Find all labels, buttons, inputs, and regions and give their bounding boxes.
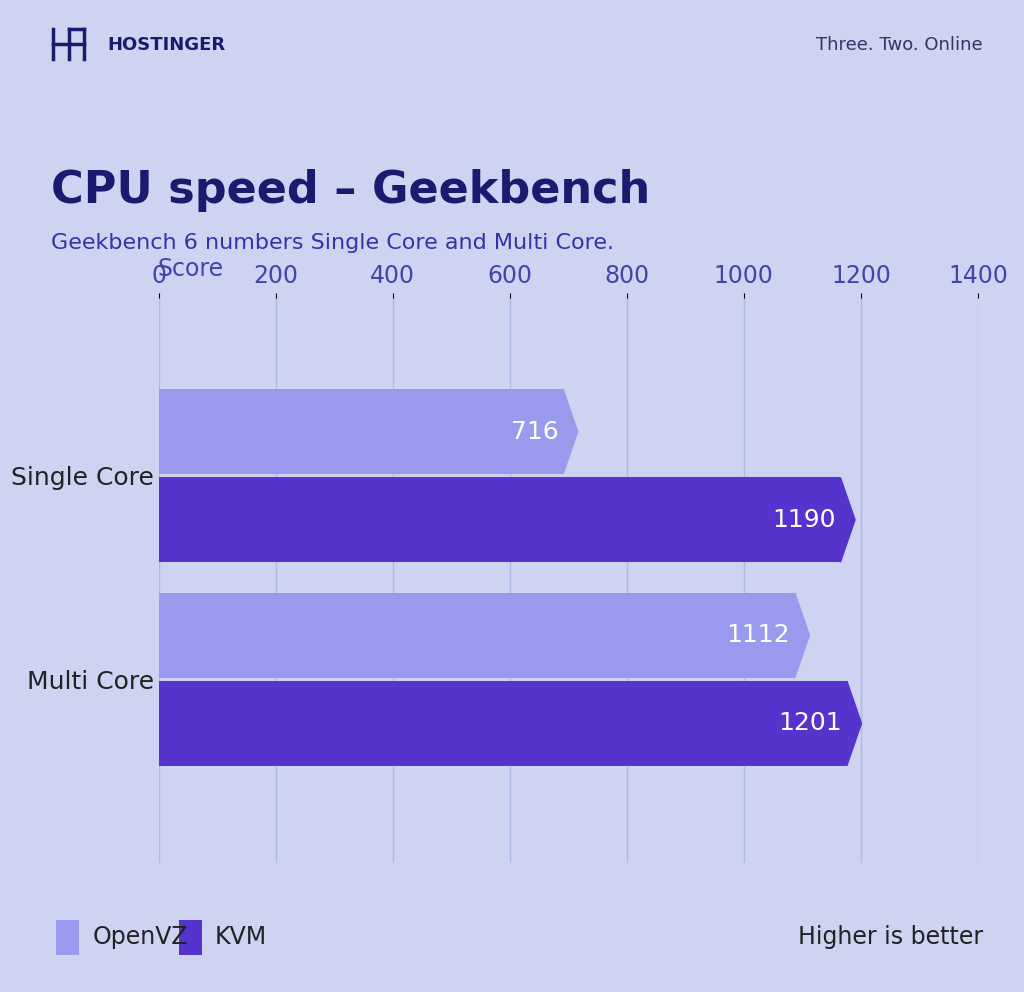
Bar xyxy=(159,593,795,678)
Text: 1201: 1201 xyxy=(778,711,842,735)
Text: 716: 716 xyxy=(511,420,558,443)
Polygon shape xyxy=(841,477,855,562)
Polygon shape xyxy=(795,593,809,678)
Text: CPU speed – Geekbench: CPU speed – Geekbench xyxy=(51,169,650,211)
Bar xyxy=(159,389,563,474)
Text: Three. Two. Online: Three. Two. Online xyxy=(816,36,983,54)
Bar xyxy=(159,681,847,766)
Text: 1190: 1190 xyxy=(772,508,836,532)
Text: 1112: 1112 xyxy=(726,623,791,647)
Polygon shape xyxy=(847,681,861,766)
Text: HOSTINGER: HOSTINGER xyxy=(108,36,225,54)
Text: Score: Score xyxy=(158,257,223,281)
Text: KVM: KVM xyxy=(215,926,267,949)
Text: Higher is better: Higher is better xyxy=(798,926,983,949)
Text: OpenVZ: OpenVZ xyxy=(92,926,187,949)
Polygon shape xyxy=(563,389,578,474)
Bar xyxy=(159,477,841,562)
Text: Geekbench 6 numbers Single Core and Multi Core.: Geekbench 6 numbers Single Core and Mult… xyxy=(51,233,614,253)
